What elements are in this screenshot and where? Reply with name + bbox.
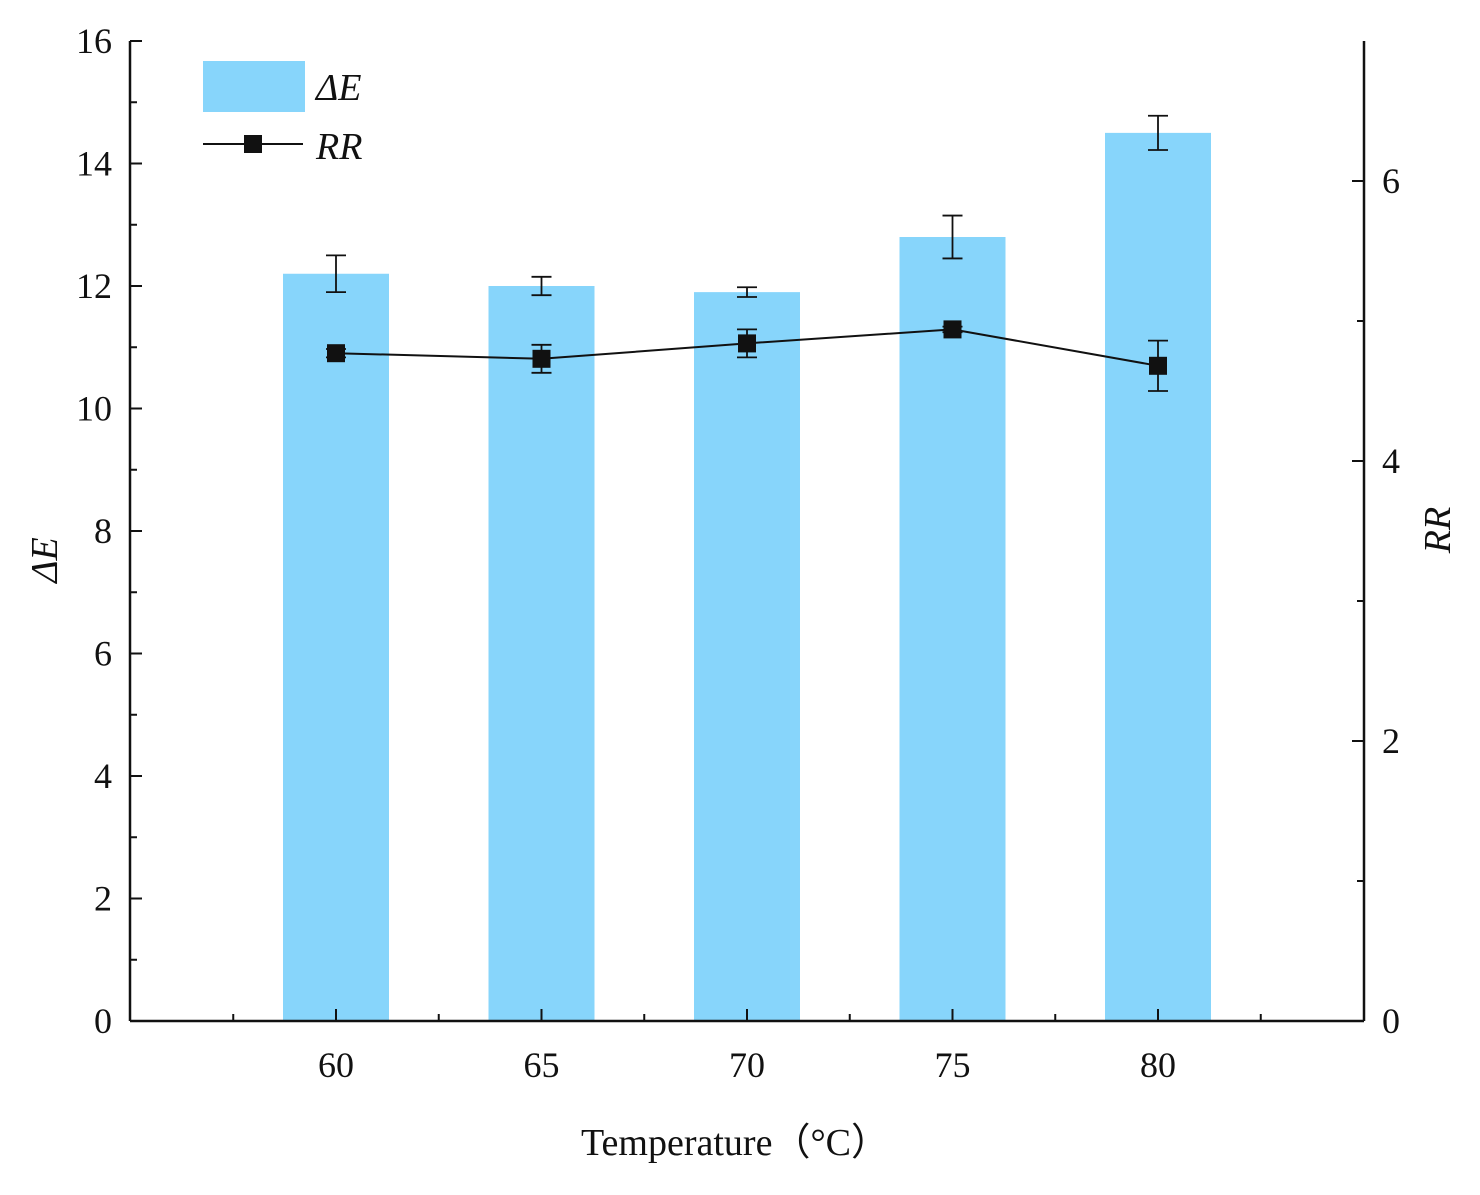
x-tick-label-75: 75	[935, 1045, 971, 1085]
rr-line-layer	[327, 320, 1167, 375]
left-tick-label-4: 4	[94, 756, 112, 796]
bar-delta-e-80	[1105, 132, 1211, 1021]
legend-swatch-delta-e	[203, 61, 305, 112]
x-tick-label-70: 70	[729, 1045, 765, 1085]
left-tick-label-2: 2	[94, 879, 112, 919]
right-axis-title: RR	[1417, 507, 1459, 554]
right-tick-label-6: 6	[1382, 161, 1400, 201]
rr-point-75	[943, 320, 962, 339]
legend: ΔE RR	[203, 61, 362, 168]
x-axis-title: Temperature（°C）	[581, 1122, 889, 1164]
bar-delta-e-70	[694, 292, 800, 1021]
right-tick-label-0: 0	[1382, 1001, 1400, 1041]
bars-layer	[283, 132, 1211, 1021]
rr-point-70	[738, 334, 756, 353]
rr-point-65	[532, 349, 551, 368]
x-tick-label-65: 65	[524, 1045, 560, 1085]
left-tick-label-8: 8	[94, 511, 112, 551]
error-bar-delta-e-80	[1148, 114, 1168, 151]
legend-label-rr: RR	[315, 126, 362, 168]
legend-marker-rr	[244, 135, 262, 153]
left-axis-title: ΔE	[24, 537, 66, 585]
rr-point-80	[1149, 356, 1167, 375]
x-tick-label-60: 60	[318, 1045, 354, 1085]
error-bar-delta-e-75	[942, 214, 963, 260]
axes-layer: 0 2 4 6 8 10 12 14 16 0 2 4 6 60 65 70 75 80	[76, 21, 1400, 1085]
bar-delta-e-60	[283, 273, 389, 1021]
error-bar-delta-e-70	[737, 286, 757, 298]
left-tick-label-10: 10	[76, 389, 112, 429]
left-tick-label-0: 0	[94, 1001, 112, 1041]
bar-delta-e-75	[899, 237, 1006, 1021]
left-tick-label-14: 14	[76, 144, 112, 184]
right-tick-label-2: 2	[1382, 721, 1400, 761]
error-bar-delta-e-65	[531, 275, 552, 297]
x-tick-label-80: 80	[1140, 1045, 1176, 1085]
right-tick-label-4: 4	[1382, 441, 1400, 481]
error-bar-delta-e-60	[326, 254, 346, 294]
left-tick-label-12: 12	[76, 266, 112, 306]
left-tick-label-6: 6	[94, 634, 112, 674]
rr-point-60	[327, 344, 345, 363]
legend-label-delta-e: ΔE	[314, 67, 362, 109]
bar-delta-e-65	[488, 286, 595, 1021]
left-tick-label-16: 16	[76, 21, 112, 61]
